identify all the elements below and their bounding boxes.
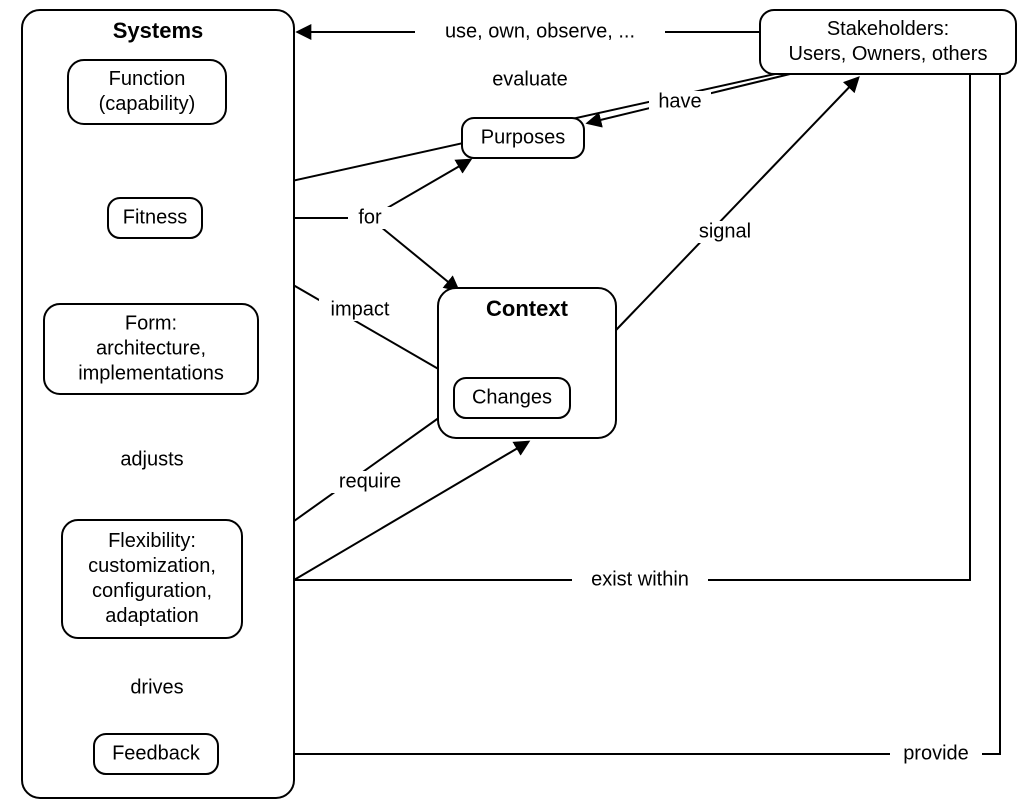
node-label-flexibility-1: customization, — [88, 555, 216, 577]
node-label-function-0: Function — [109, 68, 186, 90]
edge-label-signal: signal — [699, 220, 751, 242]
node-form: Form: architecture, implementations — [44, 304, 258, 394]
node-purposes: Purposes — [462, 118, 584, 158]
systems-diagram: Systems Context Function (capability) Fitnes… — [0, 0, 1024, 811]
edge-label-impact: impact — [331, 298, 390, 320]
node-fitness: Fitness — [108, 198, 202, 238]
node-label-flexibility-2: configuration, — [92, 580, 212, 602]
node-changes: Changes — [454, 378, 570, 418]
edge-label-have: have — [658, 90, 701, 112]
edge-label-drives: drives — [130, 676, 183, 698]
edge-label-provide: provide — [903, 742, 969, 764]
node-label-changes-0: Changes — [472, 386, 552, 408]
node-label-stakeholders-0: Stakeholders: — [827, 18, 949, 40]
node-label-form-2: implementations — [78, 362, 224, 384]
edge-label-require: require — [339, 470, 401, 492]
node-label-fitness-0: Fitness — [123, 206, 187, 228]
edge-exist_within — [294, 74, 970, 580]
node-label-form-0: Form: — [125, 312, 177, 334]
node-title-context: Context — [486, 296, 569, 321]
node-title-systems: Systems — [113, 18, 204, 43]
node-label-flexibility-3: adaptation — [105, 605, 198, 627]
node-stakeholders: Stakeholders: Users, Owners, others — [760, 10, 1016, 74]
node-label-feedback-0: Feedback — [112, 742, 201, 764]
node-label-purposes-0: Purposes — [481, 126, 566, 148]
node-label-form-1: architecture, — [96, 337, 206, 359]
edge-label-for_label: for — [358, 206, 382, 228]
node-flexibility: Flexibility: customization, configuration,… — [62, 520, 242, 638]
edge-label-evaluate: evaluate — [492, 68, 568, 90]
edge-label-use_own_observe: use, own, observe, ... — [445, 20, 635, 42]
edge-label-exist_within: exist within — [591, 568, 689, 590]
node-function: Function (capability) — [68, 60, 226, 124]
node-label-flexibility-0: Flexibility: — [108, 530, 196, 552]
node-feedback: Feedback — [94, 734, 218, 774]
node-label-stakeholders-1: Users, Owners, others — [789, 43, 988, 65]
node-label-function-1: (capability) — [99, 93, 196, 115]
edge-label-adjusts_label: adjusts — [120, 448, 183, 470]
